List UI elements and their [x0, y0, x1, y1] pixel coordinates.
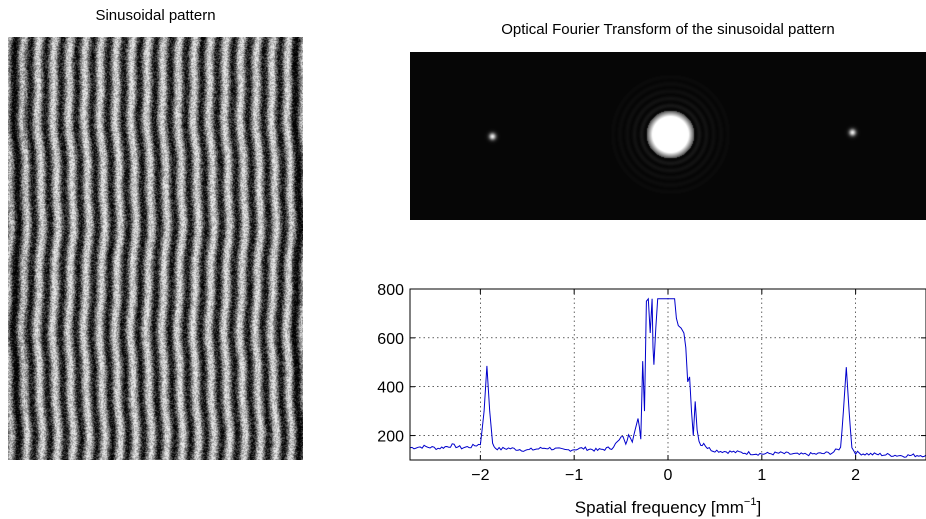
- y-tick-label: 800: [377, 282, 404, 299]
- x-tick-label: −1: [565, 467, 583, 484]
- plot-ticks: −2 −1 0 1 2 200 400 600 800: [377, 282, 926, 484]
- x-tick-label: 2: [851, 467, 860, 484]
- pattern-title: Sinusoidal pattern: [95, 7, 216, 24]
- x-tick-label: −2: [471, 467, 489, 484]
- fourier-transform-image: [410, 52, 926, 220]
- fourier-transform-title: Optical Fourier Transform of the sinusoi…: [501, 21, 835, 38]
- sinusoidal-pattern-image: [8, 37, 303, 460]
- x-axis-label: Spatial frequency [mm−1]: [575, 496, 761, 517]
- spectrum-line: [409, 297, 926, 458]
- y-tick-label: 600: [377, 331, 404, 348]
- x-tick-label: 1: [757, 467, 766, 484]
- plot-series: [409, 297, 926, 458]
- x-tick-label: 0: [664, 467, 673, 484]
- y-tick-label: 400: [377, 380, 404, 397]
- y-tick-label: 200: [377, 429, 404, 446]
